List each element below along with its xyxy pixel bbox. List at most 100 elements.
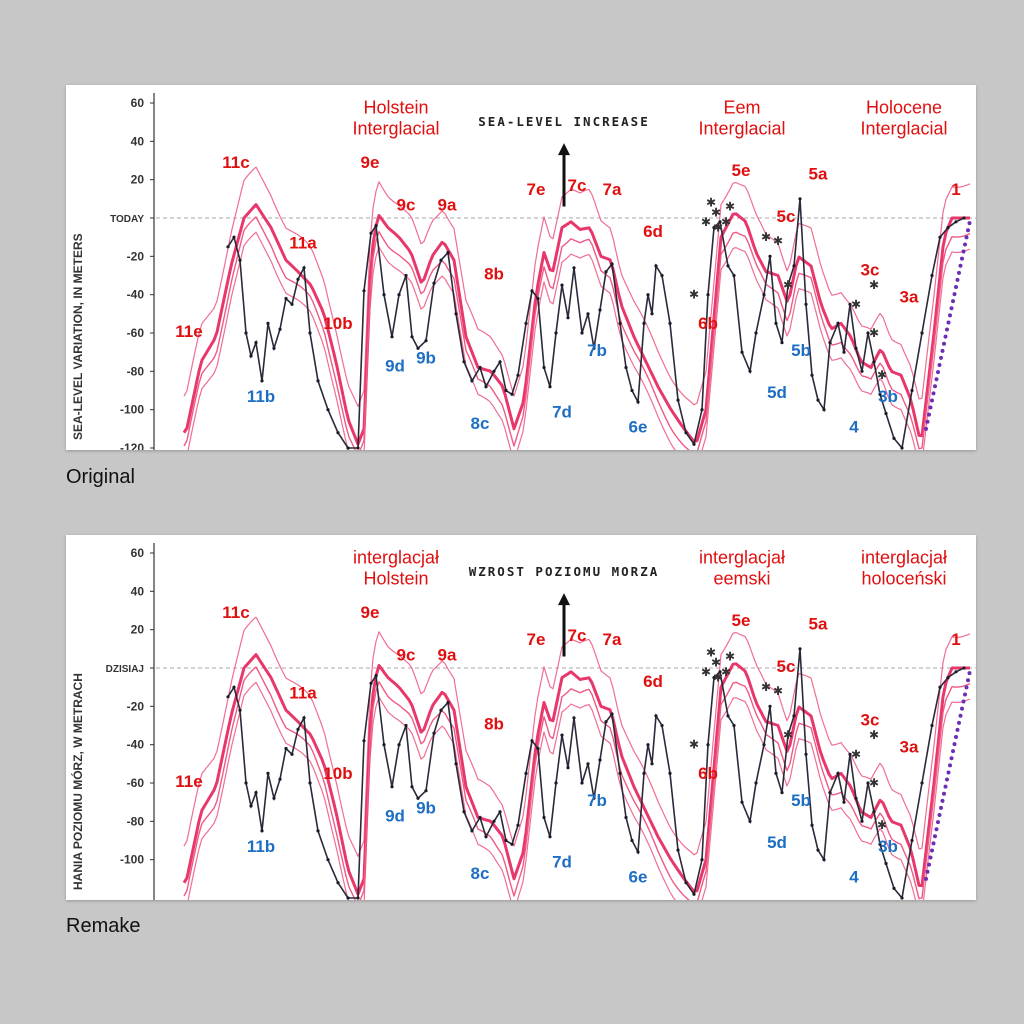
observed-data-point [774,321,778,325]
y-tick-label: -100 [120,853,144,867]
observed-data-point [356,896,360,900]
holocene-data-point [936,370,940,375]
y-tick-label: 20 [131,623,145,637]
holocene-data-point [933,834,937,839]
observed-data-point [397,293,401,297]
stage-label: 1 [951,630,960,649]
observed-data-point [416,346,420,350]
y-tick-label: 40 [131,134,145,148]
observed-data-point [336,881,340,885]
observed-data-point [492,369,496,373]
stage-label: 6b [698,314,718,333]
holocene-data-point [967,221,972,226]
observed-data-point [249,804,253,808]
observed-data-point [828,341,832,345]
stage-label: 7d [552,852,572,871]
observed-data-point [232,685,236,689]
observed-data-point [308,331,312,335]
period-label-holstein: interglacjał [353,548,439,568]
model-upper-line [183,166,971,407]
holocene-data-point [933,384,937,389]
stage-label: 7d [552,402,572,421]
observed-data-point [946,226,950,230]
holocene-data-point [931,841,936,846]
y-tick-label: TODAY [110,214,144,225]
observed-data-point [516,823,520,827]
observed-data-point [580,331,584,335]
remake-caption: Remake [66,915,141,937]
observed-data-point [498,360,502,364]
observed-data-point [718,670,722,674]
y-tick-label: -80 [127,814,145,828]
observed-data-point [828,791,832,795]
observed-data-line [227,198,965,450]
star-marker: ✱ [877,818,887,832]
observed-data-point [454,312,458,316]
observed-data-point [786,283,790,287]
observed-data-point [684,431,688,435]
observed-data-point [650,312,654,316]
observed-data-point [504,388,508,393]
observed-data-point [470,829,474,833]
observed-data-point [548,835,552,839]
observed-data-point [646,293,650,297]
observed-data-point [920,781,924,785]
star-marker: ✱ [869,326,879,340]
observed-data-point [780,791,784,795]
observed-data-point [684,881,688,885]
observed-data-point [854,346,858,350]
observed-data-point [260,829,264,833]
star-marker: ✱ [701,665,711,679]
stage-label: 11c [222,153,249,172]
stage-label: 6e [629,418,648,437]
observed-data-point [404,273,408,278]
observed-data-point [636,400,640,404]
stage-label: 11c [222,603,249,622]
y-tick-label: -120 [120,441,144,450]
stage-label: 5e [732,161,751,180]
holocene-data-point [960,706,964,711]
observed-data-point [284,746,288,751]
observed-data-point [860,369,864,373]
observed-data-point [454,762,458,766]
period-label-holocene: Holocene [866,98,942,118]
holocene-data-point [946,320,951,325]
observed-data-point [660,723,664,728]
star-marker: ✱ [725,200,735,214]
holocene-data-point [948,763,952,768]
stage-label: 3c [861,711,880,730]
observed-data-point [692,892,696,896]
observed-data-point [290,302,294,306]
observed-data-point [278,777,282,781]
model-lower-line [187,681,971,900]
holocene-data-point [967,671,972,676]
observed-data-point [872,810,876,814]
stage-label: 3b [878,387,898,406]
y-tick-label: 20 [131,173,145,187]
observed-data-point [804,302,808,306]
observed-data-point [618,321,622,325]
holocene-data-point [966,678,970,683]
observed-data-point [316,829,320,833]
model-lower-line [187,231,971,450]
holocene-data-point [949,756,954,761]
observed-data-point [786,733,790,737]
observed-data-point [510,842,514,846]
observed-data-point [706,743,710,747]
observed-data-point [938,685,942,689]
stage-label: 8b [484,714,504,733]
observed-data-point [524,771,528,775]
observed-data-point [726,264,730,268]
holocene-data-point [954,735,958,739]
observed-data-point [650,762,654,766]
star-marker: ✱ [773,684,783,698]
observed-data-point [346,896,350,900]
observed-data-point [374,674,378,678]
stage-label: 3c [861,261,880,280]
holocene-data-point [948,313,952,318]
holocene-data-point [966,228,970,233]
observed-data-point [362,739,366,743]
stage-label: 4 [849,418,859,437]
stage-label: 8c [471,864,490,883]
stage-label: 5c [777,207,796,226]
